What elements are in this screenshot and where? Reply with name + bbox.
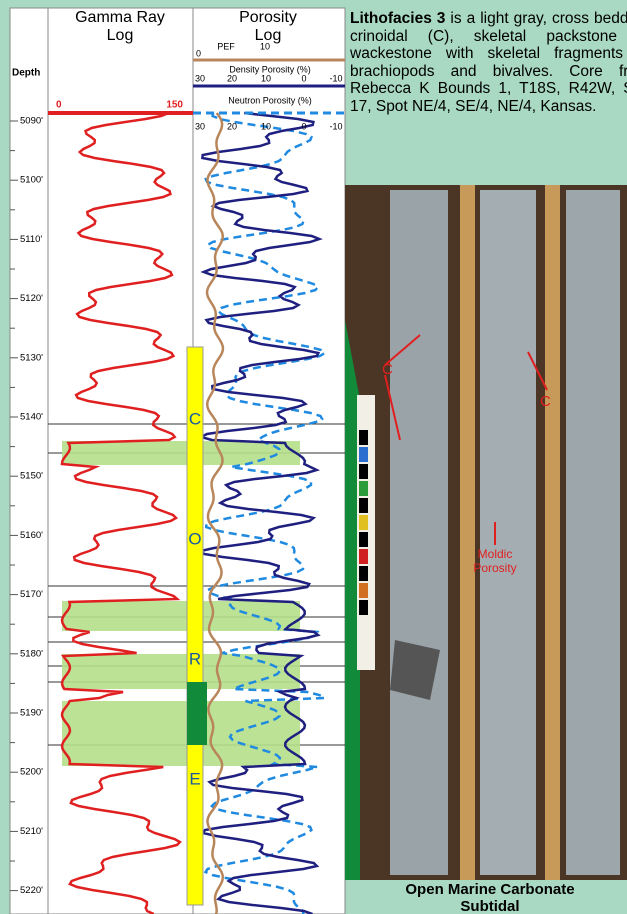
core-letter: C	[189, 409, 201, 428]
depth-label: 5210'	[20, 826, 43, 837]
depth-label: 5090'	[20, 116, 43, 127]
neutron-scale: -10	[329, 121, 342, 131]
photo-label: C	[540, 393, 551, 410]
core-letter: R	[189, 649, 201, 668]
core-letter: E	[189, 769, 200, 788]
depth-label: 5110'	[20, 234, 42, 245]
depth-label: 5120'	[20, 293, 43, 304]
core-box	[545, 185, 560, 880]
ruler-block	[359, 430, 368, 445]
depth-label: 5140'	[20, 412, 43, 423]
ruler-block	[359, 600, 368, 615]
core-bar	[187, 347, 203, 905]
density-scale: 0	[301, 73, 306, 83]
caption: Open Marine Carbonate	[405, 881, 574, 898]
density-scale: 20	[227, 73, 237, 83]
zone-band	[62, 701, 300, 766]
depth-label: 5170'	[20, 589, 43, 600]
zone-band	[62, 654, 300, 689]
density-scale: -10	[329, 73, 342, 83]
ruler-block	[359, 532, 368, 547]
core-box	[460, 185, 475, 880]
core-rod	[566, 190, 620, 875]
depth-label: 5160'	[20, 530, 43, 541]
depth-label: 5220'	[20, 885, 43, 896]
gamma-scale: 0	[56, 100, 62, 111]
ruler-block	[359, 549, 368, 564]
core-letter: O	[188, 529, 201, 548]
ruler-block	[359, 447, 368, 462]
pef-scale: 0	[196, 48, 201, 58]
core-rod	[390, 190, 448, 875]
depth-label: 5130'	[20, 352, 43, 363]
neutron-scale: 30	[195, 121, 205, 131]
zone-band	[62, 601, 300, 631]
pef-scale: PEF	[217, 41, 235, 51]
description: Lithofacies 3 is a light gray, cross bed…	[350, 10, 627, 115]
gamma-scale: 150	[166, 100, 183, 111]
ruler-block	[359, 464, 368, 479]
density-scale: 10	[261, 73, 271, 83]
neutron-title: Neutron Porosity (%)	[228, 95, 312, 105]
depth-label: 5200'	[20, 767, 43, 778]
depth-label: 5100'	[20, 175, 43, 186]
ruler-block	[359, 566, 368, 581]
density-scale: 30	[195, 73, 205, 83]
ruler-block	[359, 515, 368, 530]
depth-label: 5190'	[20, 708, 43, 719]
pef-scale: 10	[260, 41, 270, 51]
zone-band	[62, 441, 300, 465]
caption: Subtidal	[460, 898, 519, 914]
core-rod	[480, 190, 536, 875]
ruler-block	[359, 583, 368, 598]
neutron-scale: 0	[301, 121, 306, 131]
neutron-scale: 20	[227, 121, 237, 131]
description-lead: Lithofacies 3	[350, 10, 445, 27]
neutron-scale: 10	[261, 121, 271, 131]
depth-label: 5150'	[20, 471, 43, 482]
depth-label: Depth	[12, 68, 40, 79]
core-bar-highlight	[187, 682, 207, 745]
ruler-block	[359, 481, 368, 496]
figure: Gamma RayLog PorosityLog Depth 0 150 0 P…	[0, 0, 627, 914]
page: Gamma RayLog PorosityLog Depth 0 150 0 P…	[0, 0, 627, 914]
ruler-block	[359, 498, 368, 513]
depth-label: 5180'	[20, 648, 43, 659]
photo-label: C	[382, 361, 393, 378]
